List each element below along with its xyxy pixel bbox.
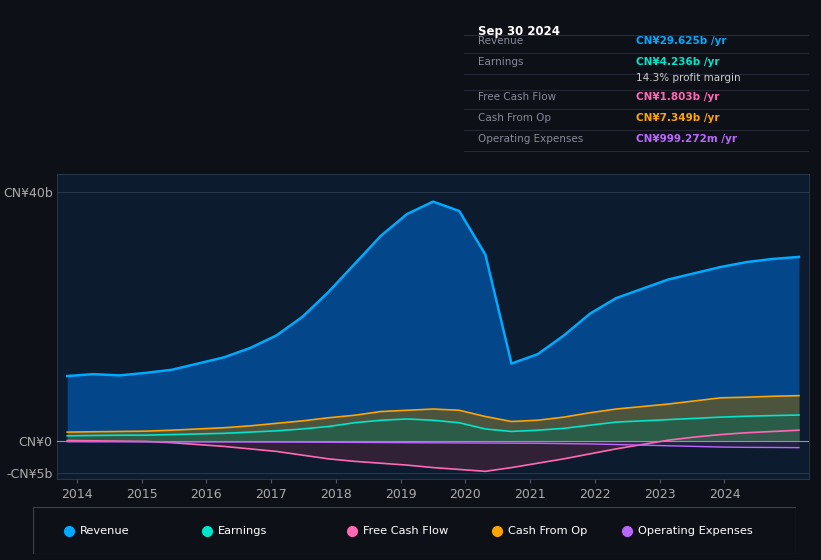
Text: Operating Expenses: Operating Expenses: [478, 134, 583, 144]
Text: CN¥999.272m /yr: CN¥999.272m /yr: [636, 134, 737, 144]
Text: Revenue: Revenue: [80, 526, 130, 535]
Text: CN¥29.625b /yr: CN¥29.625b /yr: [636, 36, 727, 46]
Text: Earnings: Earnings: [478, 57, 523, 67]
Text: Free Cash Flow: Free Cash Flow: [363, 526, 448, 535]
Text: CN¥4.236b /yr: CN¥4.236b /yr: [636, 57, 720, 67]
Text: Free Cash Flow: Free Cash Flow: [478, 92, 556, 102]
Text: Sep 30 2024: Sep 30 2024: [478, 25, 560, 38]
Text: Cash From Op: Cash From Op: [478, 113, 551, 123]
Text: Earnings: Earnings: [218, 526, 267, 535]
Text: 14.3% profit margin: 14.3% profit margin: [636, 73, 741, 83]
Text: CN¥7.349b /yr: CN¥7.349b /yr: [636, 113, 720, 123]
Text: Cash From Op: Cash From Op: [507, 526, 587, 535]
Text: CN¥1.803b /yr: CN¥1.803b /yr: [636, 92, 720, 102]
Text: Revenue: Revenue: [478, 36, 523, 46]
Text: Operating Expenses: Operating Expenses: [638, 526, 752, 535]
